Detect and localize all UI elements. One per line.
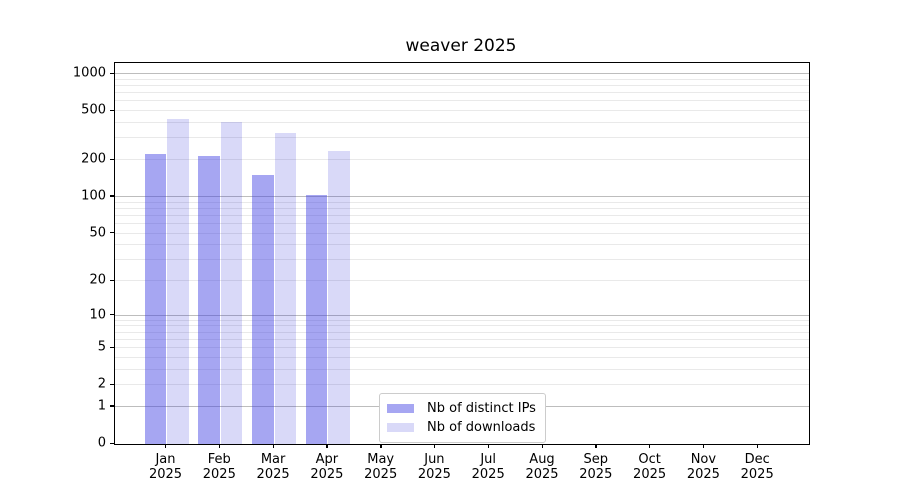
x-tick-label-jun: Jun 2025	[417, 452, 451, 482]
gridline-minor-90	[115, 201, 809, 203]
x-tick-mark-dec	[756, 444, 759, 448]
legend-row-downloads: Nb of downloads	[387, 418, 536, 437]
x-tick-label-oct: Oct 2025	[633, 452, 667, 482]
gridline-minor-40	[115, 244, 809, 246]
y-tick-mark-1000	[110, 72, 114, 74]
gridline-minor-500	[115, 110, 809, 112]
x-tick-label-feb: Feb 2025	[202, 452, 236, 482]
gridline-minor-900	[115, 78, 809, 80]
legend-row-distinct-ips: Nb of distinct IPs	[387, 399, 536, 418]
plot-area	[114, 62, 810, 445]
y-tick-mark-5	[110, 346, 114, 348]
gridline-minor-60	[115, 222, 809, 224]
y-tick-label-1: 1	[97, 398, 106, 414]
x-tick-label-sep: Sep 2025	[579, 452, 613, 482]
x-tick-label-dec: Dec 2025	[740, 452, 774, 482]
gridline-minor-600	[115, 100, 809, 102]
bar-downloads-jan	[167, 118, 189, 444]
gridline-minor-6	[115, 338, 809, 340]
gridline-minor-70	[115, 214, 809, 216]
gridline-minor-30	[115, 259, 809, 261]
x-tick-label-may: May 2025	[364, 452, 398, 482]
gridline-minor-9	[115, 319, 809, 321]
gridline-minor-50	[115, 232, 809, 234]
y-tick-label-200: 200	[81, 151, 106, 167]
y-tick-label-10: 10	[89, 307, 106, 323]
y-tick-label-1000: 1000	[72, 65, 106, 81]
legend-label-distinct-ips: Nb of distinct IPs	[427, 401, 536, 416]
gridline-minor-2	[115, 384, 809, 386]
y-tick-label-2: 2	[97, 376, 106, 392]
x-tick-label-apr: Apr 2025	[310, 452, 344, 482]
gridline-minor-7	[115, 331, 809, 333]
bar-downloads-apr	[328, 151, 350, 444]
x-tick-mark-apr	[326, 444, 328, 448]
x-tick-mark-jan	[165, 444, 167, 448]
gridline-major-10	[115, 314, 809, 316]
bar-distinct-ips-mar	[252, 175, 274, 444]
y-tick-mark-10	[110, 314, 114, 316]
y-tick-mark-100	[110, 195, 114, 197]
y-tick-mark-0	[110, 442, 114, 444]
x-tick-label-jul: Jul 2025	[471, 452, 505, 482]
gridline-minor-700	[115, 92, 809, 94]
gridline-minor-300	[115, 137, 809, 139]
x-tick-mark-nov	[702, 444, 705, 448]
x-tick-mark-sep	[595, 444, 597, 448]
chart-title: weaver 2025	[405, 36, 517, 56]
x-tick-label-aug: Aug 2025	[525, 452, 559, 482]
bar-downloads-feb	[220, 121, 243, 444]
gridline-major-100	[115, 195, 809, 197]
y-tick-label-100: 100	[81, 188, 106, 204]
x-tick-mark-feb	[218, 444, 221, 448]
gridline-minor-400	[115, 122, 809, 123]
gridline-major-1000	[115, 73, 809, 74]
x-tick-mark-may	[380, 444, 382, 448]
x-tick-mark-mar	[272, 444, 274, 448]
gridline-minor-800	[115, 85, 809, 86]
gridline-minor-5	[115, 347, 809, 349]
y-tick-mark-50	[110, 232, 114, 234]
y-tick-label-500: 500	[81, 102, 106, 118]
y-tick-label-50: 50	[89, 225, 106, 240]
legend-swatch-distinct-ips	[387, 404, 414, 413]
bar-distinct-ips-feb	[198, 156, 220, 444]
x-tick-mark-oct	[649, 444, 651, 448]
bar-distinct-ips-jan	[144, 153, 166, 444]
x-tick-label-nov: Nov 2025	[686, 452, 720, 482]
x-tick-label-jan: Jan 2025	[148, 452, 183, 482]
bar-downloads-mar	[274, 133, 297, 444]
y-tick-mark-20	[110, 279, 114, 281]
y-tick-mark-500	[110, 109, 114, 111]
legend: Nb of distinct IPs Nb of downloads	[379, 393, 546, 443]
x-tick-label-mar: Mar 2025	[256, 452, 290, 482]
y-tick-label-5: 5	[97, 339, 106, 355]
y-tick-label-0: 0	[97, 435, 106, 451]
gridline-minor-20	[115, 280, 809, 281]
y-tick-label-20: 20	[89, 272, 106, 288]
x-tick-mark-jun	[433, 444, 436, 448]
legend-label-downloads: Nb of downloads	[427, 420, 536, 435]
x-tick-mark-aug	[541, 444, 543, 448]
gridline-minor-3	[115, 368, 809, 370]
y-tick-mark-2	[110, 383, 114, 386]
gridline-minor-80	[115, 207, 809, 209]
gridline-minor-8	[115, 325, 809, 327]
legend-swatch-downloads	[387, 423, 414, 432]
x-tick-mark-jul	[487, 444, 490, 448]
bar-distinct-ips-apr	[305, 195, 328, 444]
y-tick-mark-1	[110, 405, 114, 407]
gridline-minor-200	[115, 159, 809, 160]
gridline-minor-4	[115, 356, 809, 358]
y-tick-mark-200	[110, 158, 114, 160]
